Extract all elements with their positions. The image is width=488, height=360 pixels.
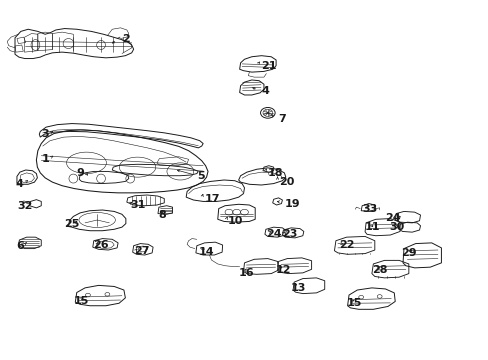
- Text: 26: 26: [93, 240, 108, 250]
- Text: 27: 27: [133, 246, 149, 256]
- Text: 15: 15: [73, 296, 88, 306]
- Text: 28: 28: [371, 265, 386, 275]
- Text: 20: 20: [279, 177, 294, 187]
- Text: 18: 18: [267, 168, 283, 178]
- Text: 33: 33: [362, 204, 377, 214]
- Text: 3: 3: [41, 129, 49, 139]
- Text: 24: 24: [385, 212, 400, 222]
- Text: 4: 4: [261, 86, 269, 96]
- Text: 5: 5: [197, 171, 204, 181]
- Text: 30: 30: [388, 222, 404, 232]
- Text: 24: 24: [266, 229, 282, 239]
- Text: 21: 21: [261, 61, 276, 71]
- Text: 31: 31: [130, 200, 145, 210]
- Text: 9: 9: [77, 168, 84, 178]
- Text: 19: 19: [284, 199, 299, 208]
- Text: 29: 29: [400, 248, 416, 258]
- Text: 15: 15: [346, 298, 361, 308]
- Text: 23: 23: [282, 229, 297, 239]
- Text: 32: 32: [17, 201, 32, 211]
- Text: 13: 13: [290, 283, 306, 293]
- Text: 10: 10: [227, 216, 243, 226]
- Text: 14: 14: [198, 247, 213, 257]
- Text: 6: 6: [16, 241, 24, 251]
- Text: 1: 1: [41, 154, 49, 163]
- Text: 11: 11: [365, 222, 380, 232]
- Text: 2: 2: [122, 34, 129, 44]
- Text: 4: 4: [16, 179, 24, 189]
- Text: 7: 7: [278, 113, 285, 123]
- Text: 17: 17: [204, 194, 220, 204]
- Text: 8: 8: [158, 210, 165, 220]
- Text: 12: 12: [276, 265, 291, 275]
- Text: 16: 16: [238, 268, 254, 278]
- Text: 22: 22: [339, 240, 354, 250]
- Text: 25: 25: [64, 219, 80, 229]
